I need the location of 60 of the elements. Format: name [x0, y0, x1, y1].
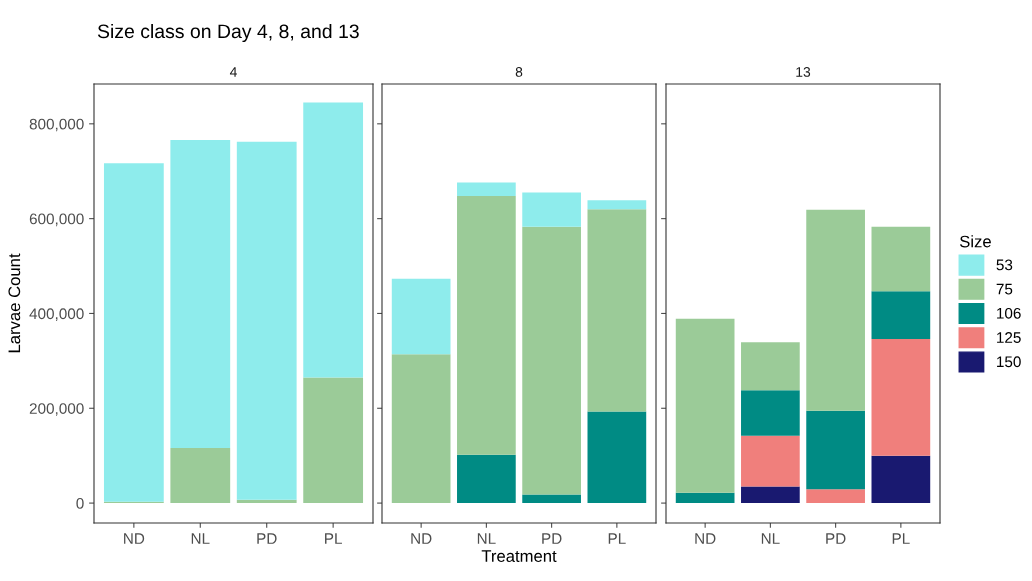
- bar: [871, 455, 931, 504]
- legend-label: 125: [997, 332, 1021, 343]
- x-tick-label: PL: [892, 533, 910, 544]
- bar: [522, 192, 581, 227]
- x-tick-label: PD: [542, 533, 562, 544]
- bar: [522, 226, 581, 495]
- bar: [170, 139, 231, 449]
- legend-label: 75: [996, 283, 1013, 295]
- x-tick-label: PL: [608, 533, 626, 544]
- bar: [103, 163, 164, 502]
- y-tick-label: 600,000: [29, 213, 84, 227]
- chart-title: Size class on Day 4, 8, and 13: [97, 23, 359, 43]
- x-axis-title: Treatment: [481, 550, 557, 562]
- bar: [741, 486, 800, 504]
- bar: [391, 278, 451, 355]
- bar: [457, 195, 516, 455]
- x-tick-label: ND: [411, 533, 432, 544]
- bar: [587, 209, 647, 412]
- bar: [236, 141, 297, 500]
- chart-subtitle: 4: [229, 67, 237, 77]
- bar: [303, 102, 364, 378]
- y-axis-title: Larvae Count: [8, 253, 21, 353]
- bar: [871, 291, 931, 340]
- x-tick-label: PD: [257, 533, 277, 544]
- y-tick-label: 800,000: [29, 118, 84, 132]
- x-tick-label: NL: [477, 533, 496, 544]
- bar: [170, 448, 231, 504]
- bar: [457, 182, 516, 196]
- bar: [871, 226, 931, 292]
- x-tick-label: PD: [826, 533, 846, 544]
- bar: [457, 454, 516, 504]
- bar: [871, 339, 931, 456]
- chart-subtitle: 8: [515, 67, 523, 77]
- bar: [741, 342, 800, 391]
- x-tick-label: ND: [124, 533, 145, 544]
- bar: [391, 354, 451, 504]
- bar: [303, 377, 364, 504]
- bar: [675, 492, 735, 504]
- bar: [675, 318, 735, 493]
- bar: [806, 410, 865, 490]
- y-tick-label: 400,000: [29, 308, 84, 321]
- chart-subtitle: 13: [796, 67, 811, 77]
- legend-label: 53: [996, 259, 1013, 271]
- bar: [236, 499, 297, 504]
- x-tick-label: PL: [325, 533, 342, 544]
- bar: [522, 494, 581, 504]
- bar: [587, 200, 647, 210]
- legend-label: 150: [997, 356, 1021, 368]
- x-tick-label: ND: [695, 533, 716, 544]
- bar: [806, 489, 865, 504]
- x-tick-label: NL: [191, 533, 210, 544]
- bar: [741, 390, 800, 436]
- bar: [741, 435, 800, 487]
- bar: [587, 411, 647, 504]
- bar: [806, 209, 865, 411]
- x-tick-label: NL: [761, 533, 780, 544]
- legend-label: 106: [997, 307, 1021, 319]
- y-tick-label: 200,000: [29, 403, 84, 416]
- y-tick-label: 0: [76, 497, 84, 509]
- legend-title: Size: [959, 235, 991, 248]
